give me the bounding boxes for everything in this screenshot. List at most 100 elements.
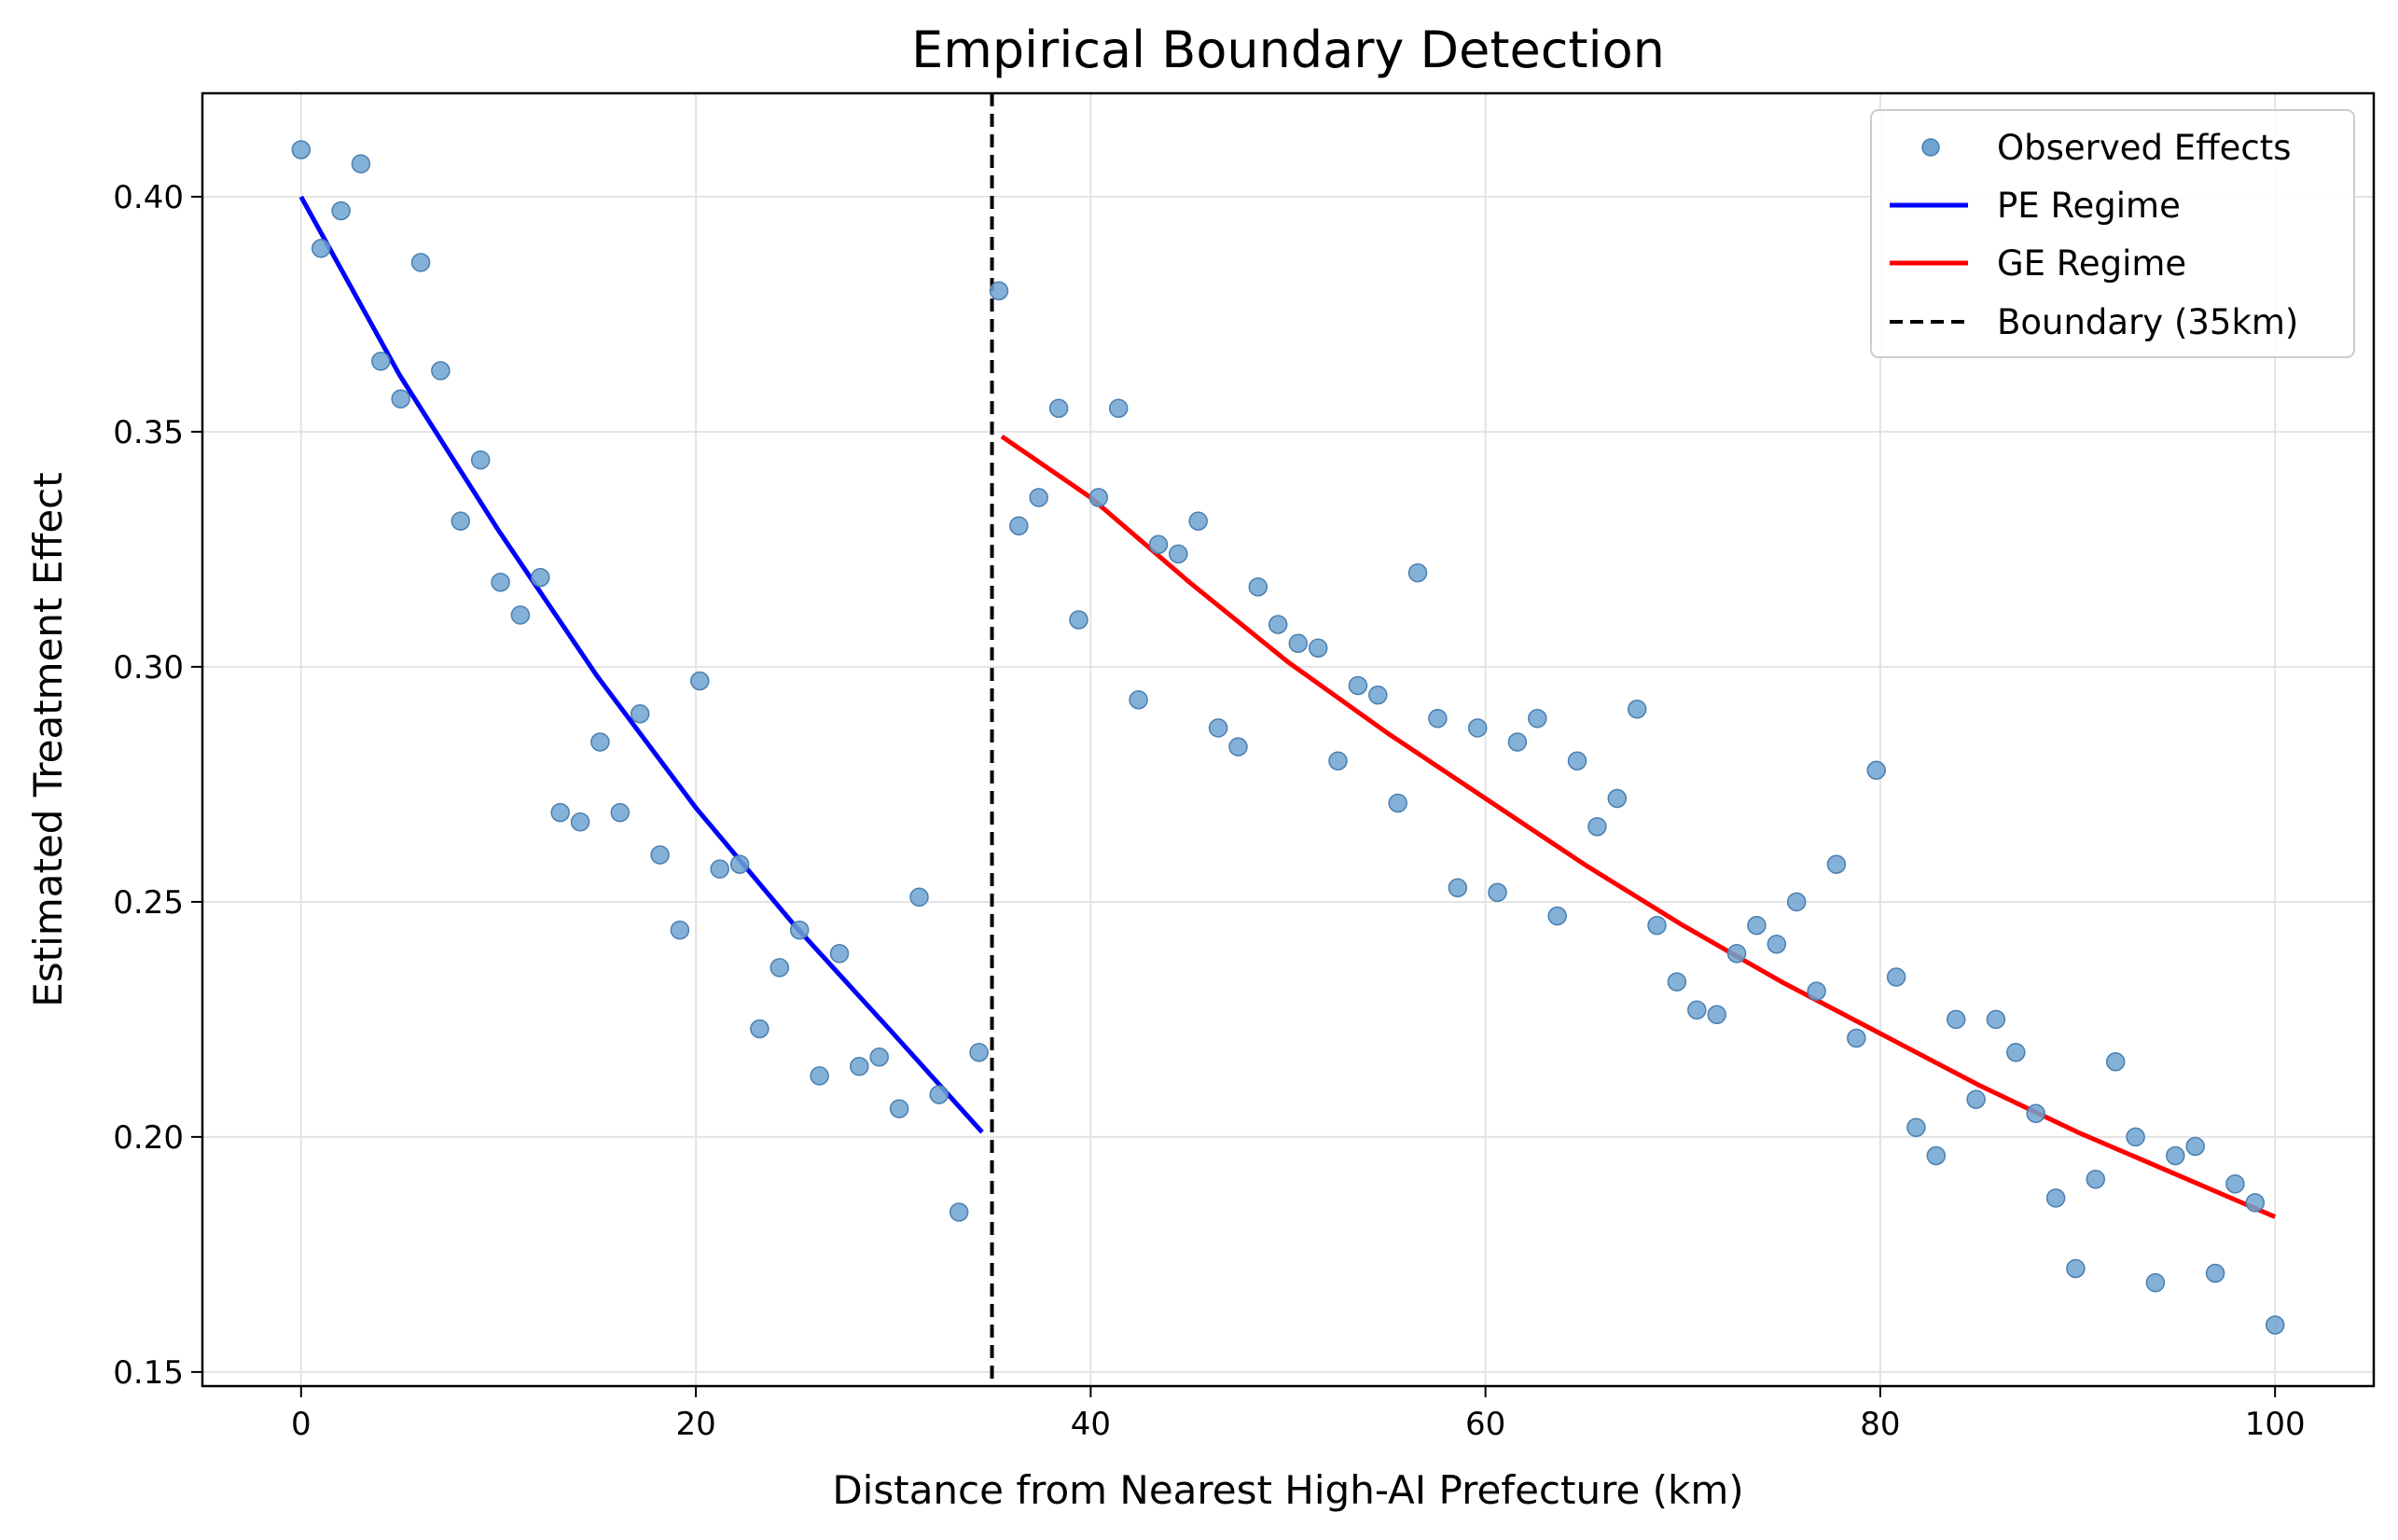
- data-point: [1926, 1145, 1947, 1166]
- data-point: [291, 140, 312, 160]
- data-point: [1428, 709, 1448, 728]
- legend-label-pe: PE Regime: [1997, 186, 2181, 226]
- data-point: [2126, 1127, 2145, 1147]
- data-point: [431, 361, 450, 381]
- data-point: [550, 802, 570, 823]
- data-point: [2026, 1103, 2045, 1123]
- data-point: [1826, 854, 1847, 874]
- x-tick-label: 40: [1071, 1406, 1111, 1443]
- data-point: [1288, 633, 1309, 653]
- data-point: [2265, 1315, 2285, 1335]
- data-point: [1029, 488, 1048, 507]
- data-point: [2225, 1174, 2245, 1194]
- data-point: [1726, 944, 1747, 964]
- tick-layer: 0 20 40 60 80 100 0.15 0.20 0.25 0.30 0.35 0.40: [113, 179, 2305, 1443]
- x-tick-label: 100: [2245, 1406, 2306, 1443]
- point-layer: [291, 140, 2285, 1335]
- data-point: [929, 1085, 949, 1104]
- data-point: [789, 920, 810, 940]
- data-point: [1448, 878, 1468, 898]
- data-point: [1966, 1089, 1986, 1109]
- data-point: [1647, 915, 1667, 936]
- data-point: [2205, 1263, 2225, 1283]
- data-point: [410, 253, 431, 272]
- data-point: [450, 511, 471, 531]
- data-point: [729, 854, 750, 874]
- data-point: [1687, 1000, 1707, 1020]
- legend: Observed Effects PE Regime GE Regime Bou…: [1870, 109, 2355, 358]
- data-point: [2045, 1188, 2066, 1208]
- data-point: [829, 944, 850, 964]
- data-point: [590, 732, 610, 752]
- data-point: [1866, 760, 1886, 781]
- y-tick-label: 0.35: [113, 414, 184, 451]
- data-point: [470, 450, 491, 470]
- data-point: [1547, 906, 1567, 926]
- data-point: [531, 567, 550, 588]
- data-point: [670, 920, 690, 940]
- data-point: [869, 1047, 889, 1067]
- data-point: [2185, 1136, 2205, 1157]
- line-layer: [298, 195, 2277, 1219]
- data-point: [710, 859, 729, 879]
- data-point: [1108, 398, 1129, 418]
- data-point: [2245, 1193, 2266, 1213]
- data-point: [1009, 516, 1029, 535]
- data-point: [2105, 1051, 2126, 1072]
- data-point: [1488, 882, 1507, 903]
- data-point: [2166, 1145, 2185, 1166]
- data-point: [1208, 718, 1228, 738]
- data-point: [1786, 892, 1807, 912]
- data-point: [1607, 788, 1628, 809]
- data-point: [1308, 638, 1328, 658]
- data-point: [570, 812, 590, 832]
- data-point: [1906, 1117, 1926, 1138]
- data-point: [1388, 793, 1407, 813]
- data-point: [1567, 751, 1587, 770]
- data-point: [1368, 685, 1388, 705]
- data-point: [1088, 488, 1109, 507]
- y-axis-label: Estimated Treatment Effect: [25, 472, 71, 1006]
- data-point: [1129, 689, 1148, 710]
- data-point: [949, 1202, 969, 1222]
- data-point: [491, 572, 510, 592]
- data-point: [1268, 615, 1288, 634]
- data-point: [1807, 981, 1826, 1001]
- data-point: [2145, 1272, 2166, 1293]
- x-tick-label: 80: [1860, 1406, 1900, 1443]
- data-point: [1886, 967, 1906, 987]
- data-point: [1667, 972, 1687, 992]
- data-point: [810, 1066, 829, 1086]
- data-point: [1148, 534, 1169, 555]
- legend-label-observed: Observed Effects: [1997, 128, 2292, 168]
- legend-marker-observed: [1921, 138, 1940, 157]
- data-point: [1587, 816, 1607, 837]
- data-point: [1407, 562, 1428, 583]
- legend-label-ge: GE Regime: [1997, 243, 2186, 284]
- data-point: [1747, 915, 1767, 936]
- data-point: [690, 671, 710, 691]
- data-point: [371, 352, 391, 371]
- data-point: [1328, 751, 1348, 770]
- data-point: [1986, 1009, 2006, 1030]
- data-point: [610, 802, 631, 823]
- data-point: [1348, 675, 1368, 696]
- y-tick-label: 0.40: [113, 179, 184, 216]
- ge-regime-line: [1000, 434, 2277, 1219]
- data-point: [1467, 718, 1488, 738]
- x-axis-label: Distance from Nearest High-AI Prefecture…: [832, 1467, 1743, 1513]
- chart-title: Empirical Boundary Detection: [911, 21, 1665, 79]
- data-point: [1847, 1028, 1866, 1048]
- data-point: [969, 1042, 989, 1062]
- y-tick-label: 0.20: [113, 1119, 184, 1157]
- data-point: [1707, 1005, 1726, 1025]
- data-point: [1767, 934, 1787, 954]
- data-point: [1507, 732, 1528, 752]
- data-point: [1528, 709, 1547, 728]
- data-point: [630, 704, 650, 724]
- data-point: [769, 958, 790, 978]
- data-point: [1169, 544, 1188, 564]
- data-point: [850, 1057, 869, 1076]
- data-point: [889, 1099, 909, 1118]
